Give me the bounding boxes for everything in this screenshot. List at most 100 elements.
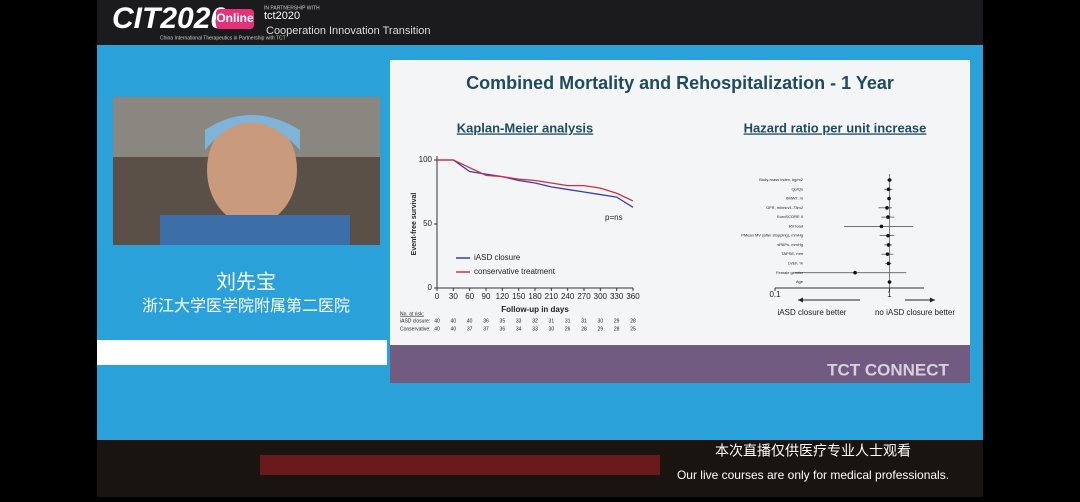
risk-title: No. at risk: bbox=[400, 311, 424, 317]
forest-row-label: sPAPs, mmHg bbox=[777, 242, 803, 247]
watermark: TCT CONNECT bbox=[827, 360, 949, 379]
hazard-ratio bbox=[885, 252, 890, 256]
risk-value: 36 bbox=[483, 318, 489, 324]
forest-row-label: TAPSE, mm bbox=[781, 251, 803, 256]
risk-value: 33 bbox=[532, 326, 538, 332]
km-title: Kaplan-Meier analysis bbox=[457, 120, 594, 135]
hazard-ratio bbox=[887, 178, 892, 182]
x-tick-label: 180 bbox=[528, 292, 542, 301]
legend-label: conservative treatment bbox=[474, 267, 556, 276]
right-label: no iASD closure better bbox=[875, 308, 955, 317]
hazard-ratio bbox=[879, 224, 884, 229]
speaker-gown bbox=[160, 215, 350, 245]
x-tick-label: 330 bbox=[610, 292, 624, 301]
white-band bbox=[97, 340, 387, 365]
hazard-ratio bbox=[886, 215, 890, 219]
risk-value: 36 bbox=[500, 326, 506, 332]
risk-row-label: iASD closure: bbox=[400, 318, 430, 324]
hazard-ratio bbox=[853, 270, 857, 275]
x-tick-label: 1 bbox=[887, 290, 892, 299]
tct-logo: tct2020 bbox=[264, 10, 300, 22]
x-tick-label: 30 bbox=[449, 292, 458, 301]
risk-value: 35 bbox=[500, 318, 506, 324]
tagline: China International Therapeutics in Part… bbox=[160, 35, 286, 41]
annotation: p=ns bbox=[605, 213, 623, 222]
notice-cn: 本次直播仅供医疗专业人士观看 bbox=[715, 443, 911, 459]
risk-value: 28 bbox=[581, 326, 587, 332]
risk-value: 40 bbox=[434, 326, 440, 332]
arrow-head bbox=[930, 297, 935, 303]
risk-value: 40 bbox=[467, 318, 473, 324]
forest-row-label: 6MWT, m bbox=[786, 196, 804, 201]
x-tick-label: 150 bbox=[512, 292, 526, 301]
slide-footer bbox=[390, 345, 970, 383]
forest-row-label: RV lead bbox=[789, 223, 803, 228]
risk-value: 28 bbox=[614, 326, 620, 332]
risk-value: 31 bbox=[581, 318, 587, 324]
x-tick-label: 120 bbox=[496, 292, 510, 301]
speaker-affiliation: 浙江大学医学院附属第二医院 bbox=[142, 297, 350, 315]
risk-value: 40 bbox=[451, 326, 457, 332]
hazard-ratio bbox=[886, 261, 891, 266]
legend-label: iASD closure bbox=[474, 253, 521, 262]
arrow-head bbox=[798, 297, 803, 303]
x-tick-label: 90 bbox=[482, 292, 491, 301]
x-tick-label: 360 bbox=[626, 292, 640, 301]
forest-row-label: PMean MV (after stopping), mmHg bbox=[741, 233, 803, 238]
risk-value: 31 bbox=[549, 318, 555, 324]
risk-value: 37 bbox=[483, 326, 489, 332]
risk-value: 33 bbox=[516, 318, 522, 324]
risk-value: 37 bbox=[467, 326, 473, 332]
risk-value: 34 bbox=[516, 326, 522, 332]
forest-row-label: Female gender bbox=[776, 270, 804, 275]
slide-title: Combined Mortality and Rehospitalization… bbox=[466, 73, 894, 93]
speaker-face bbox=[207, 115, 297, 225]
speaker-cap bbox=[205, 115, 300, 150]
x-tick-label: 0.1 bbox=[769, 290, 781, 299]
risk-value: 31 bbox=[565, 318, 571, 324]
partner: IN PARTNERSHIP WITH bbox=[264, 5, 320, 11]
forest-row-label: EuroSCORE II bbox=[777, 214, 803, 219]
risk-value: 40 bbox=[434, 318, 440, 324]
x-tick-label: 240 bbox=[561, 292, 575, 301]
risk-value: 30 bbox=[549, 326, 555, 332]
forest-row-label: Qp/Qs bbox=[791, 186, 803, 191]
left-label: iASD closure better bbox=[778, 308, 847, 317]
y-axis-label: Event-free survival bbox=[411, 193, 418, 256]
risk-value: 29 bbox=[614, 318, 620, 324]
risk-value: 32 bbox=[532, 318, 538, 324]
x-tick-label: 270 bbox=[577, 292, 591, 301]
risk-value: 25 bbox=[630, 326, 636, 332]
x-tick-label: 0 bbox=[435, 292, 440, 301]
hazard-ratio bbox=[886, 233, 890, 238]
risk-value: 26 bbox=[565, 326, 571, 332]
forest-title: Hazard ratio per unit increase bbox=[744, 120, 927, 135]
header-subtitle: Cooperation Innovation Transition bbox=[266, 25, 431, 37]
y-tick-label: 50 bbox=[423, 219, 432, 228]
logo: CIT2020 bbox=[112, 2, 227, 35]
x-tick-label: 60 bbox=[465, 292, 474, 301]
forest-row-label: GFR, ml/min/1.73m2 bbox=[766, 205, 804, 210]
notice-en: Our live courses are only for medical pr… bbox=[677, 468, 949, 482]
risk-row-label: Conservative: bbox=[400, 326, 431, 332]
online-badge bbox=[216, 9, 254, 29]
km-curve bbox=[437, 159, 634, 208]
stage-table bbox=[260, 455, 660, 475]
y-tick-label: 100 bbox=[419, 155, 433, 164]
hazard-ratio bbox=[885, 206, 889, 210]
speaker-name: 刘先宝 bbox=[216, 270, 276, 293]
forest-row-label: Age bbox=[796, 279, 804, 284]
forest-row-label: Body-mass index, kg/m2 bbox=[759, 177, 804, 182]
risk-value: 40 bbox=[451, 318, 457, 324]
x-tick-label: 210 bbox=[545, 292, 559, 301]
km-curve bbox=[437, 159, 634, 202]
risk-value: 28 bbox=[630, 318, 636, 324]
risk-value: 29 bbox=[598, 326, 604, 332]
hazard-ratio bbox=[886, 187, 891, 192]
x-tick-label: 300 bbox=[594, 292, 608, 301]
forest-row-label: LVEF, % bbox=[788, 261, 803, 266]
x-axis-label: Follow-up in days bbox=[501, 305, 569, 314]
slide bbox=[390, 60, 970, 383]
online-label: Online bbox=[216, 11, 254, 25]
